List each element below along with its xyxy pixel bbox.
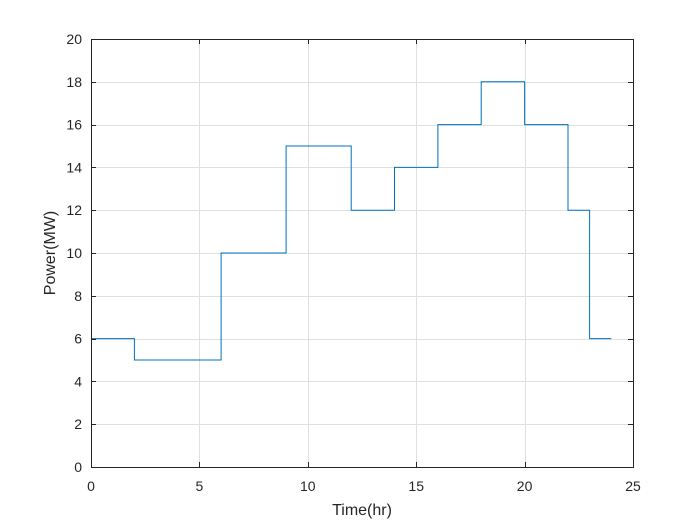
y-tick-label: 20 — [66, 31, 82, 47]
y-tick-label: 4 — [74, 373, 82, 389]
y-tick-label: 16 — [66, 117, 82, 133]
series-line — [91, 81, 612, 361]
plot-lines — [91, 81, 612, 361]
y-tick-label: 0 — [74, 459, 82, 475]
x-tick-label: 5 — [196, 478, 204, 494]
y-tick-label: 6 — [74, 331, 82, 347]
axis-ticks: 0 5 10 15 20 25 0 2 4 6 8 10 12 14 16 18 20 — [66, 31, 641, 494]
y-tick-label: 12 — [66, 202, 82, 218]
x-axis-label: Time(hr) — [332, 502, 392, 519]
x-tick-label: 10 — [300, 478, 316, 494]
y-tick-label: 18 — [66, 74, 82, 90]
x-tick-label: 15 — [408, 478, 424, 494]
y-tick-label: 2 — [74, 416, 82, 432]
x-tick-label: 25 — [625, 478, 641, 494]
y-tick-label: 10 — [66, 245, 82, 261]
y-tick-label: 8 — [74, 288, 82, 304]
y-tick-label: 14 — [66, 159, 82, 175]
grid — [91, 39, 633, 467]
y-axis-label: Power(MW) — [42, 211, 59, 295]
x-tick-label: 0 — [87, 478, 95, 494]
x-tick-label: 20 — [517, 478, 533, 494]
